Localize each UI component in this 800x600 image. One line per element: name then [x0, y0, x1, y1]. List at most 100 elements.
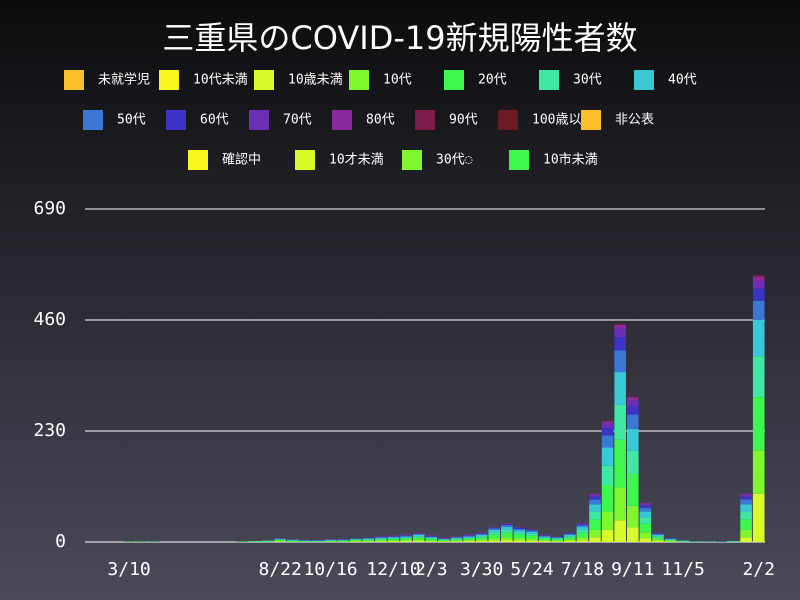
bar-segment [475, 541, 488, 542]
bar-segment [752, 288, 765, 301]
bar-segment [626, 473, 639, 506]
bar-segment [576, 529, 589, 533]
bar-segment [412, 539, 425, 542]
bar-segment [501, 529, 513, 533]
bar-segment [425, 537, 438, 539]
y-tick-label: 690 [33, 198, 66, 219]
bar-segment [375, 537, 387, 539]
bar-segment [551, 539, 564, 541]
bar-segment [576, 527, 589, 530]
legend-swatch [349, 70, 369, 90]
bar-segment [501, 537, 513, 541]
bar-segment [513, 530, 526, 533]
bar-segment [463, 541, 475, 542]
bar-segment [639, 538, 652, 542]
bar-segment [488, 528, 501, 530]
bar-segment [626, 397, 639, 401]
bar-segment [538, 536, 551, 538]
legend-label: 非公表 [615, 113, 654, 128]
bar-segment [501, 524, 513, 526]
bar-segment [425, 539, 438, 541]
y-tick-label: 0 [55, 531, 66, 552]
bar-segment [526, 538, 538, 541]
bar-segment [387, 537, 400, 539]
bar-segment [513, 528, 526, 529]
bar-segment [513, 534, 526, 539]
legend-label: 40代 [668, 73, 697, 88]
legend-label: 20代 [478, 73, 507, 88]
bar-segment [740, 504, 752, 512]
bar-segment [400, 538, 412, 541]
legend-swatch [249, 110, 269, 130]
bar-segment [589, 504, 601, 512]
bar-segment [589, 493, 601, 495]
bar-segment [752, 320, 765, 357]
bar-segment [626, 450, 639, 474]
bar-segment [450, 538, 463, 540]
y-tick-label: 230 [33, 420, 66, 441]
bar-segment [752, 397, 765, 451]
bar-segment [740, 496, 752, 500]
bar-segment [601, 421, 614, 424]
bar-segment [362, 539, 375, 541]
bar-segment [564, 537, 576, 540]
legend-label: 30代◌ [436, 153, 473, 168]
bar-segment [375, 540, 387, 542]
bar-segment [412, 536, 425, 538]
bar-segment [740, 494, 752, 497]
bar-segment [412, 537, 425, 540]
bar-segment [652, 533, 664, 535]
bar-segment [526, 531, 538, 534]
legend-label: 10代未満 [193, 73, 248, 88]
bar-segment [601, 511, 614, 530]
chart-title: 三重県のCOVID-19新規陽性者数 [162, 19, 637, 57]
x-tick-label: 10/16 [303, 559, 357, 580]
x-tick-label: 7/18 [561, 559, 604, 580]
bar-segment [639, 505, 652, 508]
bar-segment [740, 493, 752, 495]
bar-segment [501, 540, 513, 542]
bar-segment [564, 539, 576, 542]
bar-segment [752, 276, 765, 282]
bar-segment [589, 496, 601, 500]
bar-segment [513, 538, 526, 541]
bar-segment [488, 540, 501, 542]
bar-segment [526, 535, 538, 539]
bar-segment [614, 328, 626, 338]
legend-swatch [332, 110, 352, 130]
bar-segment [652, 541, 664, 542]
bar-segment [387, 538, 400, 540]
x-tick-label: 8/22 [259, 559, 302, 580]
x-tick-label: 5/24 [510, 559, 553, 580]
x-tick-label: 12/10 [366, 559, 420, 580]
bar-segment [626, 405, 639, 415]
bar-segment [752, 281, 765, 289]
bar-segment [475, 537, 488, 540]
bar-segment [589, 519, 601, 530]
y-tick-label: 460 [33, 309, 66, 330]
bar-segment [639, 507, 652, 512]
legend-swatch [498, 110, 518, 130]
bar-segment [589, 494, 601, 497]
bar-segment [564, 534, 576, 537]
bar-segment [614, 520, 626, 542]
bar-segment [513, 540, 526, 542]
bar-segment [626, 429, 639, 451]
legend-swatch [539, 70, 559, 90]
bar-segment [551, 537, 564, 539]
bar-segment [576, 532, 589, 538]
bar-segment [400, 541, 412, 542]
legend-swatch [509, 150, 529, 170]
bar-segment [551, 538, 564, 540]
bar-segment [589, 537, 601, 542]
bar-segment [752, 275, 765, 277]
bar-segment [576, 537, 589, 541]
bar-segment [538, 537, 551, 539]
bar-segment [601, 428, 614, 436]
bar-segment [387, 540, 400, 542]
bar-segment [400, 536, 412, 538]
bar-segment [740, 519, 752, 530]
bar-segment [752, 356, 765, 398]
x-tick-label: 9/11 [611, 559, 654, 580]
